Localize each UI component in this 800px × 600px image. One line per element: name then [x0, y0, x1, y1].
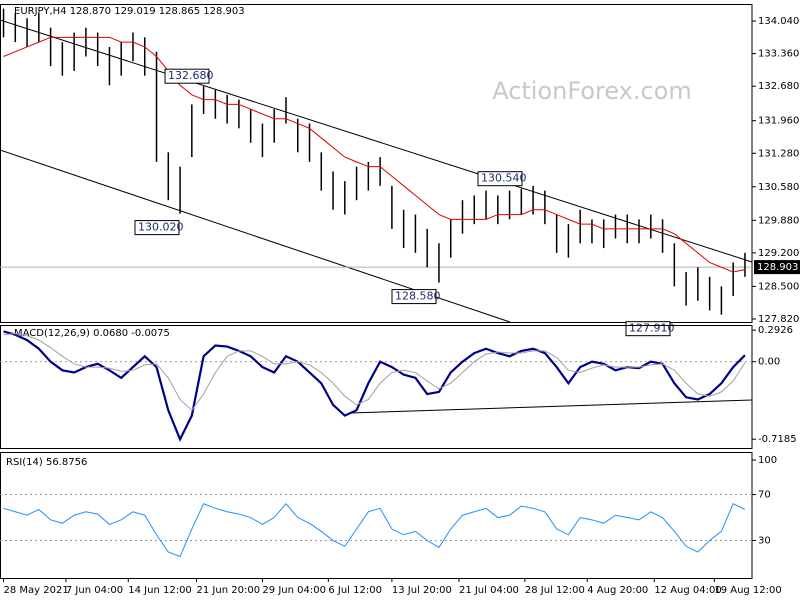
x-tick-label: 6 Jul 12:00 [328, 585, 382, 596]
macd-trendline [349, 399, 753, 414]
y-tick-label: 133.360 [758, 49, 799, 60]
price-title: EURJPY,H4 128.870 129.019 128.865 128.90… [14, 6, 245, 17]
y-tick-label: 0.00 [758, 357, 780, 368]
annotation-label: 128.580 [395, 290, 441, 303]
x-tick-label: 19 Aug 12:00 [714, 585, 781, 596]
y-tick-label: 131.960 [758, 116, 799, 127]
annotation-label: 130.020 [138, 221, 184, 234]
y-tick-label: 129.200 [758, 248, 799, 259]
annotation-box [391, 289, 437, 305]
macd-title: MACD(12,26,9) 0.0680 -0.0075 [14, 328, 170, 339]
moving-average [3, 36, 746, 273]
x-tick-label: 29 Jun 04:00 [262, 585, 326, 596]
y-tick-label: 100 [758, 455, 777, 466]
annotation-label: 132.680 [168, 69, 214, 82]
y-tick-label: -0.7185 [758, 434, 797, 445]
panel-frame [0, 325, 753, 449]
x-tick-label: 12 Aug 04:00 [654, 585, 721, 596]
annotation-label: 127.910 [629, 322, 675, 335]
annotation-box [477, 171, 523, 187]
y-tick-label: 30 [758, 536, 771, 547]
x-tick-label: 7 Jun 04:00 [66, 585, 123, 596]
x-tick-label: 13 Jul 20:00 [392, 585, 452, 596]
indicator-line [3, 333, 746, 411]
x-tick-label: 14 Jun 12:00 [128, 585, 192, 596]
watermark: ActionForex.com [492, 77, 692, 105]
annotation-box [134, 220, 180, 236]
y-tick-label: 127.820 [758, 314, 799, 325]
y-tick-label: 70 [758, 490, 771, 501]
x-tick-label: 21 Jun 20:00 [197, 585, 261, 596]
y-tick-label: 129.880 [758, 215, 799, 226]
annotation-label: 130.540 [481, 172, 527, 185]
panel-frame [0, 4, 753, 323]
y-tick-label: 128.500 [758, 281, 799, 292]
panel-frame [0, 452, 753, 579]
x-tick-label: 21 Jul 04:00 [459, 585, 519, 596]
x-tick-label: 28 May 2021 [4, 585, 69, 596]
indicator-line [3, 502, 746, 558]
y-tick-label: 132.680 [758, 81, 799, 92]
annotation-box [164, 68, 210, 84]
indicator-line [3, 330, 746, 443]
y-tick-label: 131.280 [758, 148, 799, 159]
x-tick-label: 28 Jul 12:00 [525, 585, 585, 596]
current-price-label: 128.903 [757, 262, 798, 273]
current-price-box [754, 260, 800, 275]
y-tick-label: 0.2926 [758, 325, 793, 336]
y-tick-label: 134.040 [758, 16, 799, 27]
x-tick-label: 4 Aug 20:00 [587, 585, 648, 596]
y-tick-label: 130.580 [758, 182, 799, 193]
rsi-title: RSI(14) 56.8756 [6, 457, 87, 468]
